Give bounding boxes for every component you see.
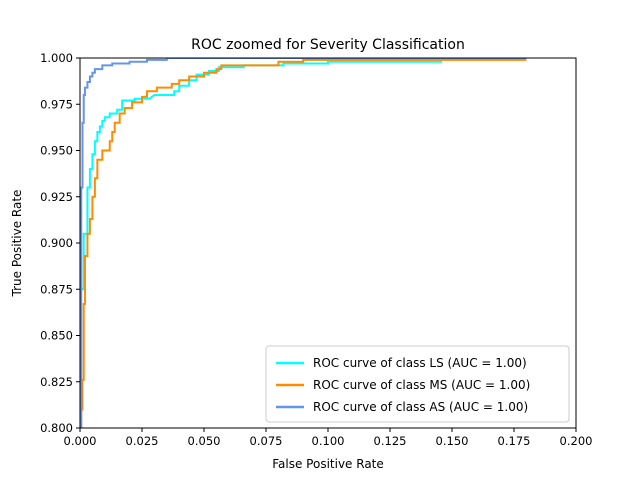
y-axis-ticks: 0.800 0.825 0.850 0.875 0.900 0.925 0.950 0.975… [40, 51, 80, 435]
x-tick-label: 0.075 [250, 434, 283, 448]
y-tick-label: 0.800 [40, 421, 73, 435]
x-tick-label: 0.025 [126, 434, 159, 448]
legend-label: ROC curve of class MS (AUC = 1.00) [313, 378, 530, 392]
roc-curve-series-0 [80, 60, 443, 428]
y-tick-label: 0.900 [40, 236, 73, 250]
roc-curve-series-1 [80, 58, 527, 428]
x-tick-label: 0.200 [560, 434, 593, 448]
x-tick-label: 0.125 [374, 434, 407, 448]
y-tick-label: 1.000 [40, 51, 73, 65]
y-axis-label: True Positive Rate [10, 190, 24, 298]
x-tick-label: 0.100 [312, 434, 345, 448]
y-tick-label: 0.850 [40, 329, 73, 343]
roc-curves [80, 58, 527, 428]
y-tick-label: 0.975 [40, 97, 73, 111]
y-tick-label: 0.925 [40, 190, 73, 204]
legend-box [265, 345, 570, 423]
legend-label: ROC curve of class AS (AUC = 1.00) [313, 400, 528, 414]
x-axis-ticks: 0.000 0.025 0.050 0.075 0.100 0.125 0.150 0.175… [64, 428, 593, 448]
y-tick-label: 0.825 [40, 375, 73, 389]
chart-title: ROC zoomed for Severity Classification [191, 37, 465, 53]
x-tick-label: 0.150 [436, 434, 469, 448]
legend: ROC curve of class LS (AUC = 1.00) ROC cu… [265, 345, 570, 423]
roc-curve-series-2 [80, 58, 527, 428]
y-tick-label: 0.875 [40, 282, 73, 296]
x-tick-label: 0.000 [64, 434, 97, 448]
legend-label: ROC curve of class LS (AUC = 1.00) [313, 356, 527, 370]
y-tick-label: 0.950 [40, 144, 73, 158]
x-tick-label: 0.175 [498, 434, 531, 448]
x-axis-label: False Positive Rate [272, 457, 384, 471]
x-tick-label: 0.050 [188, 434, 221, 448]
